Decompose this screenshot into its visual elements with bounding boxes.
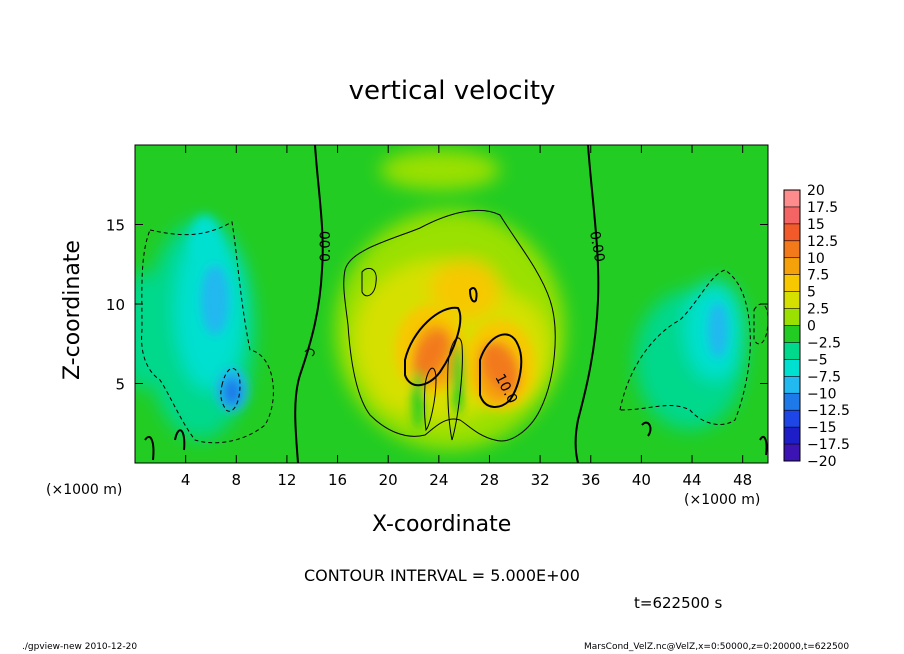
colorbar-label: −17.5 [807, 437, 850, 453]
colorbar-swatch [784, 359, 800, 377]
colorbar-label: 12.5 [807, 234, 838, 250]
contour-interval-label: CONTOUR INTERVAL = 5.000E+00 [304, 566, 580, 585]
x-tick-label: 4 [181, 471, 191, 489]
x-tick-label: 24 [429, 471, 448, 489]
y-tick-label: 5 [115, 376, 125, 394]
colorbar-swatch [784, 223, 800, 242]
footer-left: ./gpview-new 2010-12-20 [22, 642, 138, 652]
footer-right: MarsCond_VelZ.nc@VelZ,x=0:50000,z=0:2000… [584, 642, 850, 652]
colorbar-swatch [784, 308, 800, 326]
colorbar-label: −2.5 [807, 335, 841, 351]
x-tick-label: 44 [682, 471, 701, 489]
x-tick-label: 48 [733, 471, 752, 489]
chart-title: vertical velocity [348, 76, 556, 106]
x-tick-label: 16 [328, 471, 347, 489]
x-axis-unit: (×1000 m) [684, 492, 761, 508]
y-tick-label: 15 [106, 217, 125, 235]
x-tick-label: 40 [632, 471, 651, 489]
colorbar-swatch [784, 444, 800, 462]
colorbar-label: 0 [807, 319, 816, 335]
colorbar-label: −5 [807, 352, 828, 368]
colorbar-label: 2.5 [807, 302, 829, 318]
negative-contours [141, 221, 768, 444]
colorbar-swatch [784, 325, 800, 343]
colorbar-swatch [784, 291, 800, 309]
colorbar-swatch [784, 393, 800, 411]
contour-lines [144, 145, 768, 463]
colorbar-swatch [784, 274, 800, 292]
x-tick-label: 32 [531, 471, 550, 489]
colorbar-label: −12.5 [807, 403, 850, 419]
y-axis-unit: (×1000 m) [46, 482, 123, 498]
x-axis-title: X-coordinate [372, 512, 512, 537]
x-tick-label: 8 [232, 471, 242, 489]
colorbar-swatch [784, 376, 800, 394]
x-tick-label: 20 [379, 471, 398, 489]
colorbar-swatch [784, 240, 800, 259]
x-tick-label: 36 [581, 471, 600, 489]
colorbar-label: 20 [807, 183, 825, 199]
colorbar-label: −10 [807, 386, 837, 402]
colorbar: 2017.51512.5107.552.50−2.5−5−7.5−10−12.5… [783, 183, 850, 470]
x-tick-label: 28 [480, 471, 499, 489]
x-axis: 4 8 12 16 20 24 28 32 36 40 44 48 [181, 145, 752, 489]
colorbar-label: 5 [807, 285, 816, 301]
y-axis: 5 10 15 [106, 217, 768, 394]
time-label: t=622500 s [634, 594, 723, 612]
colorbar-label: −20 [807, 454, 837, 470]
contour-label: 0.00 [318, 231, 334, 262]
colorbar-label: 7.5 [807, 268, 829, 284]
contour-label: 0.00 [586, 230, 607, 263]
x-tick-label: 12 [277, 471, 296, 489]
colorbar-label: −15 [807, 420, 837, 436]
colorbar-label: −7.5 [807, 369, 841, 385]
colorbar-swatch [784, 206, 800, 225]
colorbar-swatch [784, 342, 800, 360]
y-axis-title: Z-coordinate [60, 240, 85, 380]
y-tick-label: 10 [106, 296, 125, 314]
colorbar-label: 15 [807, 217, 825, 233]
velocity-field [135, 145, 768, 463]
colorbar-label: 10 [807, 251, 825, 267]
colorbar-swatch [784, 257, 800, 275]
colorbar-swatch [784, 190, 800, 208]
colorbar-label: 17.5 [807, 200, 838, 216]
colorbar-swatch [784, 410, 800, 428]
colorbar-swatch [784, 427, 800, 445]
